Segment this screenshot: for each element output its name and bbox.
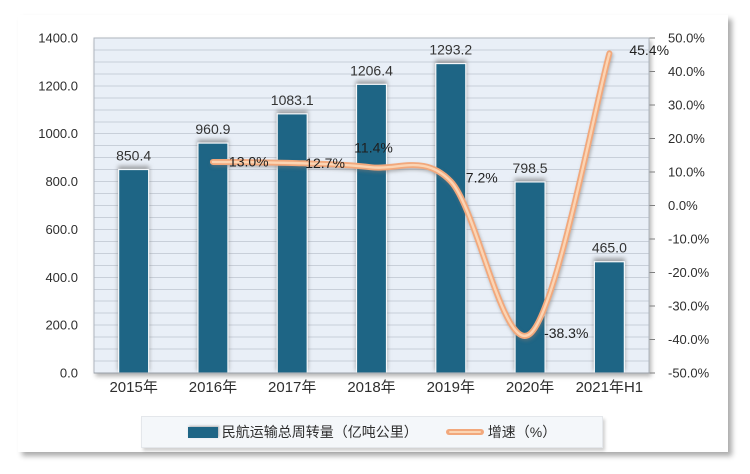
bar-value-label: 1206.4 <box>350 62 393 78</box>
chart-panel: 850.4 960.9 1083.1 1206.4 1293.2 798.5 465.0 14… <box>18 15 728 452</box>
line-series-label: 增速（%） <box>487 424 557 440</box>
bar-2021年H1 <box>593 261 625 374</box>
right-axis-tick-label: -50.0% <box>668 366 710 381</box>
right-axis-tick-label: 30.0% <box>668 98 705 113</box>
right-axis-tick-label: 0.0% <box>668 198 698 213</box>
line-series-swatch <box>445 429 484 435</box>
right-axis-tick-label: -30.0% <box>668 299 710 314</box>
bar-2017年 <box>276 113 308 374</box>
bar-2015年 <box>118 168 150 374</box>
left-axis-tick-label: 1000.0 <box>38 126 78 141</box>
line-value-label: 7.2% <box>466 169 498 185</box>
bar-value-label: 1083.1 <box>271 92 314 108</box>
legend: 民航运输总周转量（亿吨公里） 增速（%） <box>141 416 603 448</box>
right-axis-tick-label: -40.0% <box>668 332 710 347</box>
bar-value-label: 798.5 <box>513 160 548 176</box>
right-axis-tick-label: -10.0% <box>668 232 710 247</box>
left-axis-tick-label: 1400.0 <box>38 31 78 46</box>
bar-value-label: 960.9 <box>195 121 230 137</box>
x-axis-label: 2017年 <box>268 379 316 396</box>
right-axis-tick-label: 20.0% <box>668 131 705 146</box>
x-axis-label: 2020年 <box>506 379 554 396</box>
left-axis-tick-label: 0.0 <box>60 366 78 381</box>
x-axis-label: 2016年 <box>189 379 237 396</box>
left-axis-tick-label: 1200.0 <box>38 78 78 93</box>
line-value-label: 11.4% <box>354 139 393 155</box>
x-axis-label: 2021年H1 <box>576 379 644 396</box>
left-axis-tick-label: 600.0 <box>45 222 78 237</box>
combo-chart: 850.4 960.9 1083.1 1206.4 1293.2 798.5 465.0 14… <box>38 31 710 397</box>
line-value-label: 13.0% <box>229 153 269 169</box>
left-axis-tick-label: 400.0 <box>45 270 78 285</box>
right-axis-tick-label: 10.0% <box>668 165 705 180</box>
bar-series-swatch <box>187 426 218 438</box>
bar-2018年 <box>355 83 388 374</box>
bar-value-label: 465.0 <box>592 240 627 256</box>
legend-item-line-series: 增速（%） <box>445 422 557 442</box>
x-axis-label: 2018年 <box>347 379 395 396</box>
x-axis-label: 2015年 <box>109 379 157 396</box>
right-axis-tick-label: 40.0% <box>668 64 705 79</box>
bar-value-label: 1293.2 <box>429 42 472 58</box>
bar-series-label: 民航运输总周转量（亿吨公里） <box>221 424 418 440</box>
bar-2020年 <box>514 181 546 374</box>
right-axis-tick-label: 50.0% <box>668 31 705 46</box>
bar-2019年 <box>435 62 467 374</box>
x-axis-label: 2019年 <box>427 379 475 396</box>
bar-2016年 <box>197 142 229 374</box>
legend-item-bar-series: 民航运输总周转量（亿吨公里） <box>187 422 418 442</box>
line-value-label: -38.3% <box>544 325 588 341</box>
bar-value-label: 850.4 <box>116 148 151 164</box>
right-axis-tick-label: -20.0% <box>668 265 710 280</box>
growth-line-highlight <box>211 52 611 338</box>
line-value-label: 12.7% <box>305 155 345 171</box>
left-axis-tick-label: 200.0 <box>45 318 78 333</box>
left-axis-tick-label: 800.0 <box>45 174 78 189</box>
